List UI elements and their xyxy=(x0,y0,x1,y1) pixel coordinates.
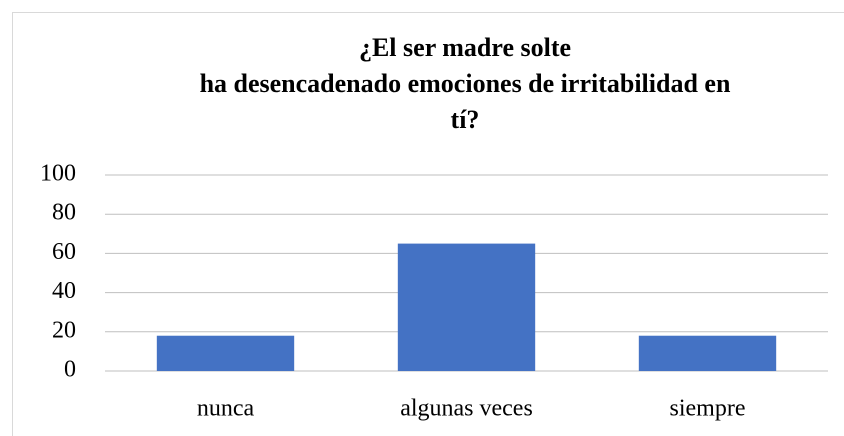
y-tick-label: 100 xyxy=(40,161,76,187)
y-tick-label: 60 xyxy=(52,239,76,265)
y-tick-label: 20 xyxy=(52,317,76,343)
x-tick-label: siempre xyxy=(670,396,746,422)
bar xyxy=(397,243,536,371)
x-tick-label: algunas veces xyxy=(400,396,533,422)
bar xyxy=(638,335,777,371)
x-tick-label: nunca xyxy=(197,396,255,422)
chart-border xyxy=(12,12,844,436)
y-tick-label: 80 xyxy=(52,200,76,226)
y-tick-label: 0 xyxy=(64,357,76,383)
y-tick-label: 40 xyxy=(52,278,76,304)
bar xyxy=(156,335,295,371)
chart-title: ¿El ser madre solte ha desencadenado emo… xyxy=(199,33,731,134)
